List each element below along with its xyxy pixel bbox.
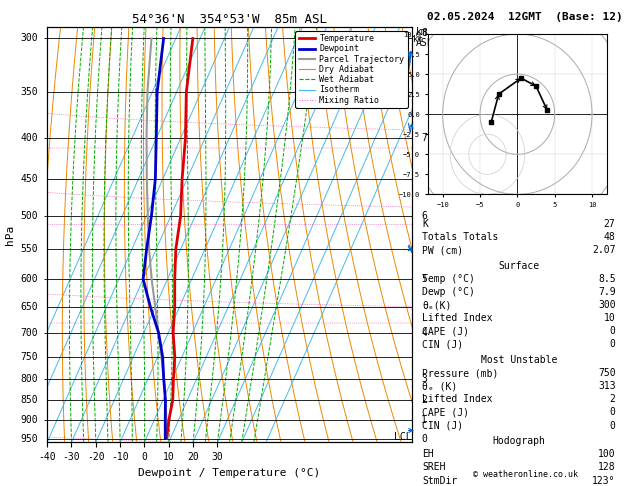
Text: 48: 48 bbox=[604, 232, 616, 242]
Text: 6: 6 bbox=[421, 211, 427, 221]
Text: 10: 10 bbox=[604, 313, 616, 323]
Text: Lifted Index: Lifted Index bbox=[422, 313, 493, 323]
Text: 550: 550 bbox=[20, 244, 38, 254]
Text: PW (cm): PW (cm) bbox=[422, 245, 464, 255]
Text: 2: 2 bbox=[421, 395, 427, 405]
Text: 7.9: 7.9 bbox=[598, 287, 616, 297]
Text: EH: EH bbox=[422, 449, 434, 459]
Text: Most Unstable: Most Unstable bbox=[481, 355, 557, 365]
Text: θₑ (K): θₑ (K) bbox=[422, 381, 457, 391]
Text: θₑ(K): θₑ(K) bbox=[422, 300, 452, 310]
Text: 100: 100 bbox=[598, 449, 616, 459]
Text: 4: 4 bbox=[421, 328, 427, 338]
Text: CIN (J): CIN (J) bbox=[422, 420, 464, 431]
Y-axis label: hPa: hPa bbox=[4, 225, 14, 244]
Text: 0: 0 bbox=[610, 407, 616, 417]
Text: 0: 0 bbox=[610, 339, 616, 349]
Text: 700: 700 bbox=[20, 328, 38, 338]
Text: 500: 500 bbox=[20, 211, 38, 221]
Text: km
ASL: km ASL bbox=[416, 27, 433, 48]
Text: 8: 8 bbox=[421, 28, 427, 37]
Text: 313: 313 bbox=[598, 381, 616, 391]
Text: 950: 950 bbox=[20, 434, 38, 444]
Text: 128: 128 bbox=[598, 462, 616, 472]
Text: 600: 600 bbox=[20, 274, 38, 284]
Text: 02.05.2024  12GMT  (Base: 12): 02.05.2024 12GMT (Base: 12) bbox=[427, 12, 623, 22]
Text: 300: 300 bbox=[598, 300, 616, 310]
Text: 0: 0 bbox=[610, 420, 616, 431]
Text: K: K bbox=[422, 219, 428, 229]
Text: Totals Totals: Totals Totals bbox=[422, 232, 499, 242]
Text: 350: 350 bbox=[20, 87, 38, 97]
Text: 1: 1 bbox=[421, 415, 427, 425]
Text: Lifted Index: Lifted Index bbox=[422, 394, 493, 404]
Text: 123°: 123° bbox=[592, 475, 616, 486]
Text: 7: 7 bbox=[421, 133, 427, 143]
Text: 3: 3 bbox=[421, 374, 427, 384]
Legend: Temperature, Dewpoint, Parcel Trajectory, Dry Adiabat, Wet Adiabat, Isotherm, Mi: Temperature, Dewpoint, Parcel Trajectory… bbox=[296, 31, 408, 108]
Text: 2.07: 2.07 bbox=[592, 245, 616, 255]
X-axis label: Dewpoint / Temperature (°C): Dewpoint / Temperature (°C) bbox=[138, 468, 321, 478]
Text: StmDir: StmDir bbox=[422, 475, 457, 486]
Text: Temp (°C): Temp (°C) bbox=[422, 274, 475, 284]
Text: LCL: LCL bbox=[394, 432, 412, 442]
Text: SREH: SREH bbox=[422, 462, 446, 472]
Text: 8.5: 8.5 bbox=[598, 274, 616, 284]
Text: 450: 450 bbox=[20, 174, 38, 184]
Text: 650: 650 bbox=[20, 302, 38, 312]
Text: 400: 400 bbox=[20, 133, 38, 143]
Title: 54°36'N  354°53'W  85m ASL: 54°36'N 354°53'W 85m ASL bbox=[132, 13, 327, 26]
Text: Surface: Surface bbox=[498, 260, 540, 271]
Text: Hodograph: Hodograph bbox=[493, 436, 545, 446]
Text: 750: 750 bbox=[20, 351, 38, 362]
Text: CAPE (J): CAPE (J) bbox=[422, 407, 469, 417]
Text: 750: 750 bbox=[598, 368, 616, 378]
Text: 0: 0 bbox=[421, 434, 427, 444]
Text: 300: 300 bbox=[20, 34, 38, 44]
Text: Dewp (°C): Dewp (°C) bbox=[422, 287, 475, 297]
Text: kt: kt bbox=[413, 35, 423, 44]
Text: 27: 27 bbox=[604, 219, 616, 229]
Text: © weatheronline.co.uk: © weatheronline.co.uk bbox=[473, 469, 577, 479]
Text: CAPE (J): CAPE (J) bbox=[422, 326, 469, 336]
Text: 0: 0 bbox=[610, 326, 616, 336]
Text: 900: 900 bbox=[20, 415, 38, 425]
Text: CIN (J): CIN (J) bbox=[422, 339, 464, 349]
Text: 5: 5 bbox=[421, 274, 427, 284]
Text: Pressure (mb): Pressure (mb) bbox=[422, 368, 499, 378]
Text: 850: 850 bbox=[20, 395, 38, 405]
Text: 2: 2 bbox=[610, 394, 616, 404]
Text: 800: 800 bbox=[20, 374, 38, 384]
